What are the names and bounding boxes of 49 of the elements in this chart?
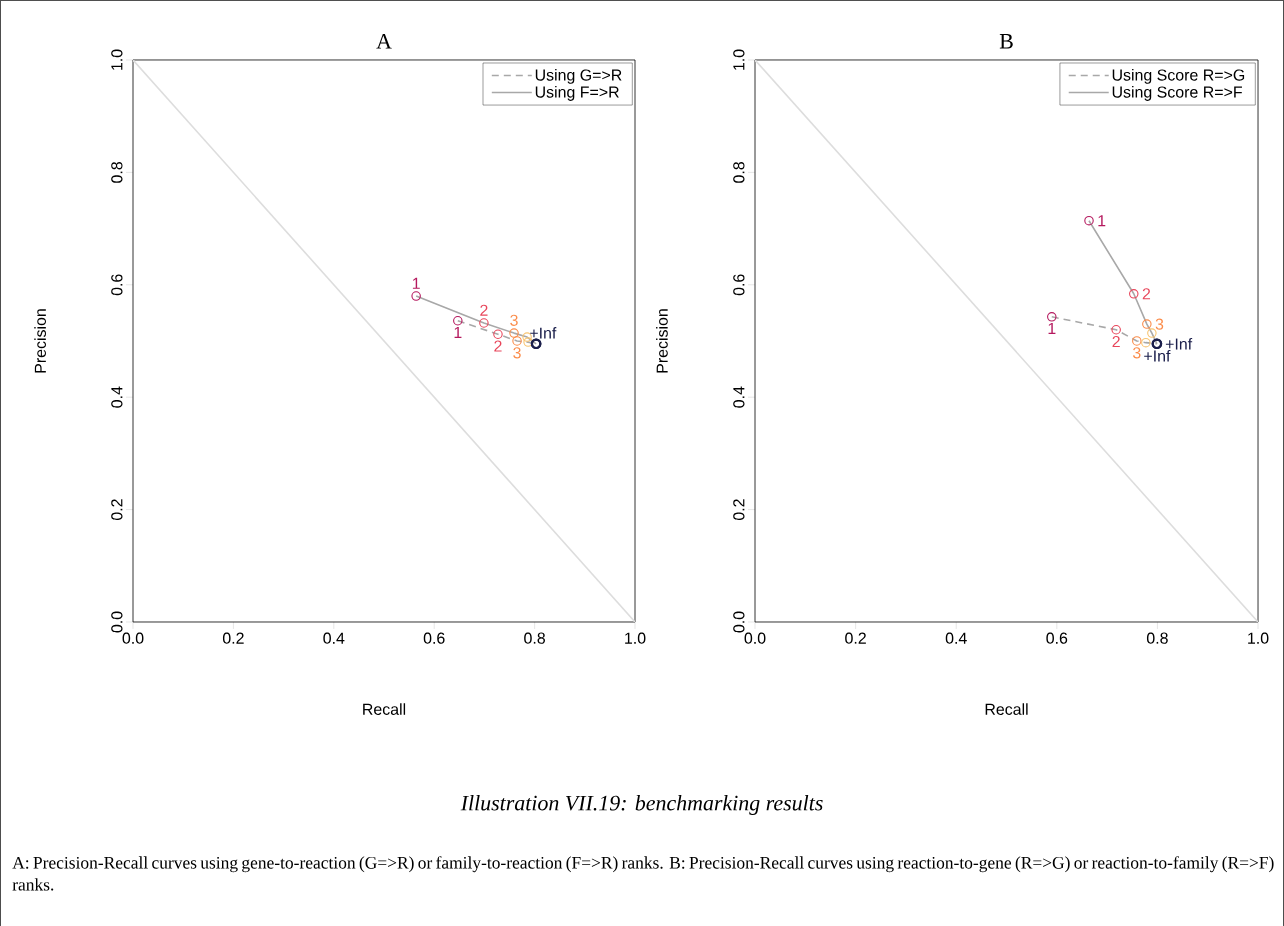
y-axis-title: Precision: [656, 309, 668, 373]
annotation: 1: [1098, 215, 1106, 227]
annotation: 2: [494, 340, 502, 352]
annotation: +Inf: [1165, 338, 1193, 350]
y-tick-label: 0.6: [111, 274, 123, 296]
y-tick-label: 0.4: [733, 386, 745, 408]
annotation: 3: [1132, 347, 1141, 359]
y-tick-label: 0.2: [733, 499, 745, 521]
annotation: 2: [1142, 288, 1151, 300]
annotation: 1: [454, 326, 462, 338]
x-tick-label: 0.8: [524, 632, 545, 644]
x-axis-title: Recall: [985, 703, 1028, 715]
annotation: 3: [510, 314, 518, 326]
x-axis-title: Recall: [363, 703, 406, 715]
y-tick-label: 0.8: [111, 162, 123, 183]
annotation: +Inf: [530, 327, 557, 339]
x-tick-label: 0.2: [845, 632, 866, 644]
y-tick-label: 0.6: [733, 274, 745, 296]
x-tick-label: 0.4: [945, 632, 967, 644]
x-tick-label: 0.0: [744, 632, 766, 644]
y-tick-label: 0.4: [111, 386, 123, 408]
annotation: 2: [1112, 335, 1120, 348]
legend-label: Using Score R=>F: [1112, 86, 1242, 101]
legend-label: Using F=>R: [535, 86, 619, 101]
text: A: Precision-Recall curves using gene-to-reaction (G=>R) or family-to-reaction (F=>R) ranks. B: Precision-Recall curves using reaction-to-gene (R=>G) or reaction-to-family (R=>F) ranks.: [12, 856, 1274, 891]
annotation: 2: [480, 304, 488, 316]
y-tick-label: 0.2: [111, 499, 123, 521]
x-tick-label: 0.0: [122, 632, 144, 644]
y-tick-label: 1.0: [733, 49, 745, 70]
x-tick-label: 0.2: [222, 632, 244, 644]
annotation: 3: [1155, 318, 1164, 330]
x-tick-label: 0.4: [323, 632, 345, 644]
annotation: 1: [412, 277, 420, 289]
x-tick-label: 1.0: [625, 632, 646, 644]
legend-label: Using G=>R: [535, 68, 622, 84]
annotation: 3: [513, 347, 521, 359]
x-tick-label: 0.8: [1146, 632, 1168, 644]
legend-label: Using Score R=>G: [1112, 68, 1245, 84]
annotation: +Inf: [1144, 350, 1171, 362]
chart-title: A: [376, 34, 392, 49]
annotation: 1: [1048, 323, 1056, 334]
text: Illustration VII.19: benchmarking results: [460, 795, 823, 815]
x-tick-label: 1.0: [1248, 632, 1269, 644]
x-tick-label: 0.6: [1046, 632, 1068, 644]
y-tick-label: 1.0: [111, 49, 123, 70]
y-tick-label: 0.8: [733, 162, 745, 183]
x-tick-label: 0.6: [423, 632, 445, 644]
chart-title: B: [999, 34, 1013, 49]
y-axis-title: Precision: [34, 309, 46, 373]
